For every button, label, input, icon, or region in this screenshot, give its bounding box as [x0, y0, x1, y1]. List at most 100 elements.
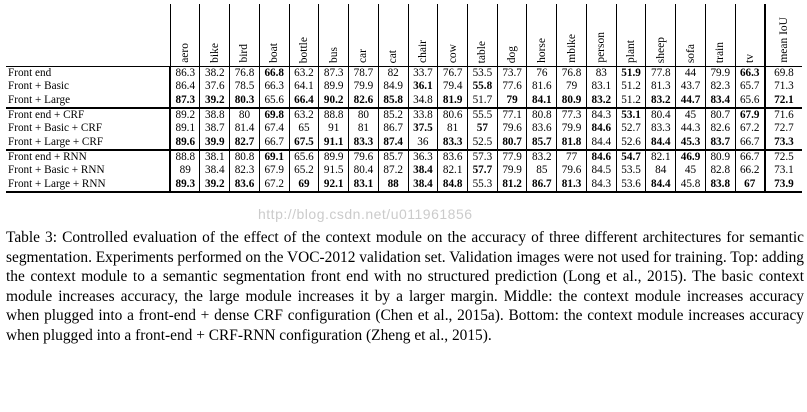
table-cell: 66.2 [734, 164, 765, 178]
table-cell: 72.7 [763, 122, 802, 136]
table-cell: 82.1 [645, 148, 676, 165]
column-header: tv [734, 4, 765, 67]
table-cell: 82.3 [704, 80, 736, 94]
table-cell: 84.4 [645, 177, 676, 193]
table-cell: 79.9 [704, 66, 736, 81]
table-cell: 45 [675, 164, 706, 178]
table-cell: 65.6 [734, 93, 765, 108]
table-cell: 84.5 [585, 164, 617, 178]
column-header: mean IoU [763, 4, 802, 67]
table-cell: 91.5 [318, 164, 349, 178]
table-cell: 81.3 [645, 80, 676, 94]
table-cell: 64.1 [288, 80, 319, 94]
table-cell: 44.7 [675, 93, 706, 108]
table-cell: 66.3 [734, 66, 765, 81]
table-cell: 43.7 [675, 80, 706, 94]
table-cell: 81.9 [437, 93, 468, 108]
table-cell: 73.3 [763, 135, 802, 150]
column-header-label: sheep [654, 36, 667, 63]
table-cell: 45.8 [675, 177, 706, 193]
table-cell: 79.9 [496, 164, 527, 178]
table-cell: 72.5 [763, 148, 802, 165]
table-cell: 67.2 [258, 177, 290, 193]
table-cell: 83.6 [437, 148, 468, 165]
table-cell: 87.2 [377, 164, 409, 178]
column-header-label: bottle [297, 36, 310, 63]
table-cell: 82.8 [704, 164, 736, 178]
table-caption: Table 3: Controlled evaluation of the ef… [6, 228, 804, 345]
table-cell: 44.3 [675, 122, 706, 136]
table-cell: 45.3 [675, 135, 706, 150]
table-cell: 80.7 [496, 135, 527, 150]
table-cell: 38.1 [199, 148, 230, 165]
column-header: bottle [288, 4, 319, 67]
table-cell: 39.2 [199, 93, 230, 108]
table-cell: 81.3 [556, 177, 587, 193]
row-label: Front end + CRF [6, 106, 172, 123]
column-header-label: mbike [565, 34, 578, 63]
column-header: person [585, 4, 617, 67]
column-header-label: dog [506, 45, 519, 63]
table-cell: 80.4 [348, 164, 379, 178]
row-label: Front + Basic [6, 80, 172, 94]
table-cell: 92.1 [318, 177, 349, 193]
row-label: Front end [6, 66, 172, 81]
column-header-label: bike [208, 43, 221, 63]
table-cell: 55.8 [467, 80, 498, 94]
column-header-label: mean IoU [777, 17, 790, 63]
table-cell: 84.9 [377, 80, 409, 94]
table-cell: 82.1 [437, 164, 468, 178]
table-cell: 76 [526, 66, 557, 81]
table-cell: 79.6 [496, 122, 527, 136]
table-row: Front + Large + CRF 89.6 39.9 82.7 66.7 67.5 9… [6, 135, 802, 150]
table-cell: 83.3 [437, 135, 468, 150]
table-cell: 80.3 [229, 93, 260, 108]
column-header-label: bus [327, 47, 340, 63]
table-cell: 67 [734, 177, 765, 193]
table-cell: 66.8 [258, 66, 290, 81]
table-row: Front end 86.3 38.2 76.8 66.8 63.2 87.3 78.7 82 3… [6, 66, 802, 81]
table-cell: 53.1 [615, 106, 646, 123]
table-cell: 89.1 [169, 122, 200, 136]
table-corner-cell [6, 4, 170, 67]
table-cell: 83.2 [526, 148, 557, 165]
table-cell: 84 [645, 164, 676, 178]
column-header: horse [526, 4, 557, 67]
table-cell: 77.9 [496, 148, 527, 165]
table-cell: 52.6 [615, 135, 646, 150]
column-header: sofa [675, 4, 706, 67]
column-header: sheep [645, 4, 676, 67]
table-cell: 80.7 [704, 106, 736, 123]
table-cell: 86.3 [169, 66, 200, 81]
table-cell: 39.9 [199, 135, 230, 150]
table-cell: 65.6 [288, 148, 319, 165]
column-header: bus [318, 4, 349, 67]
table-cell: 63.2 [288, 66, 319, 81]
table-cell: 55.3 [467, 177, 498, 193]
table-cell: 87.3 [318, 66, 349, 81]
table-cell: 79.9 [348, 80, 379, 94]
table-cell: 83 [585, 66, 617, 81]
table-cell: 81 [437, 122, 468, 136]
column-header: boat [258, 4, 290, 67]
table-cell: 77.1 [496, 106, 527, 123]
table-cell: 46.9 [675, 148, 706, 165]
column-header: mbike [556, 4, 587, 67]
table-cell: 83.3 [348, 135, 379, 150]
table-row: Front + Large + RNN 89.3 39.2 83.6 67.2 69 92.… [6, 177, 802, 193]
table-cell: 84.3 [585, 106, 617, 123]
table-cell: 84.6 [585, 148, 617, 165]
table-cell: 52.5 [467, 135, 498, 150]
column-header-label: cat [387, 49, 400, 63]
table-cell: 76.8 [229, 66, 260, 81]
column-header-label: horse [535, 38, 548, 63]
table-cell: 33.8 [407, 106, 438, 123]
table-cell: 78.5 [229, 80, 260, 94]
table-cell: 89.3 [169, 177, 200, 193]
table-cell: 38.4 [407, 177, 438, 193]
table-cell: 66.7 [734, 148, 765, 165]
column-header-label: person [595, 32, 608, 63]
table-cell: 86.7 [526, 177, 557, 193]
column-header-label: sofa [684, 43, 697, 63]
column-header-label: boat [268, 43, 281, 63]
